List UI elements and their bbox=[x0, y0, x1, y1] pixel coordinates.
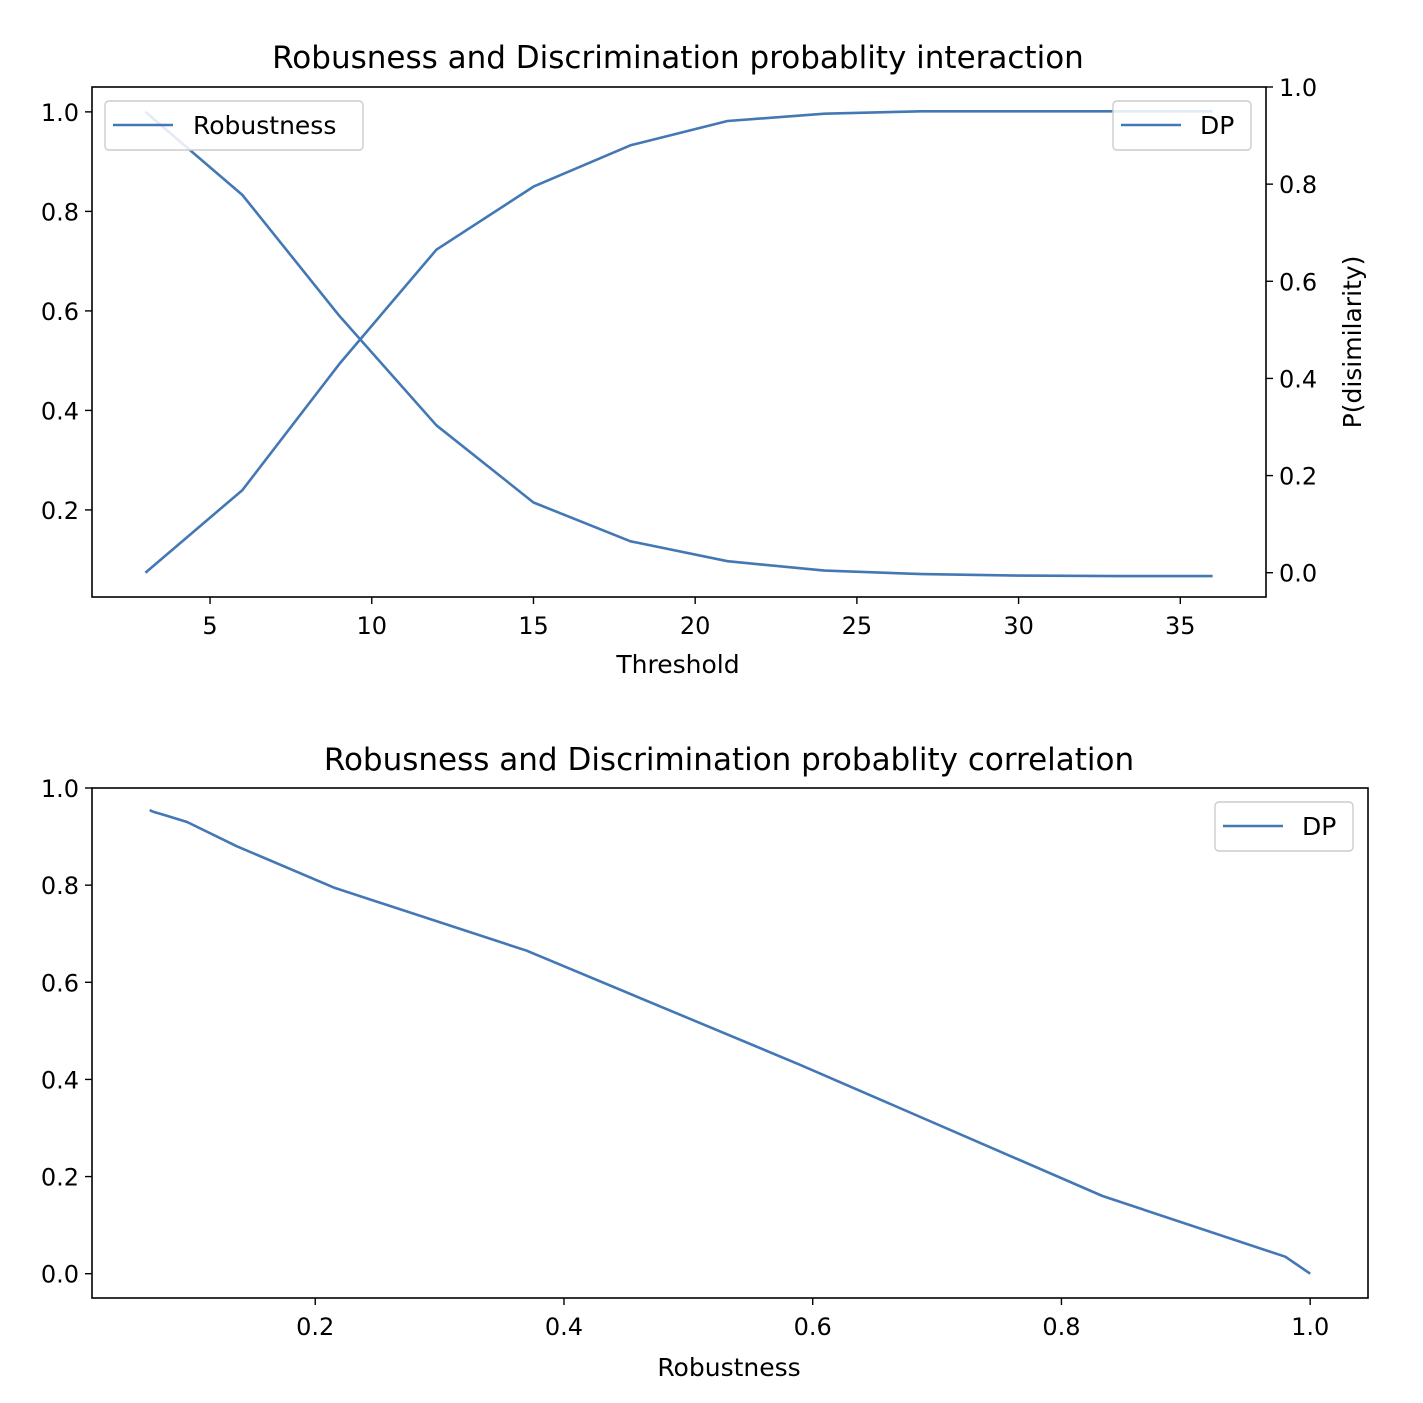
bottom-x-tick-label: 1.0 bbox=[1291, 1313, 1329, 1341]
top-chart: Robusness and Discrimination probablity … bbox=[41, 40, 1367, 679]
top-right-y-axis-label: P(disimilarity) bbox=[1338, 256, 1367, 429]
top-right-y-tick-label: 0.4 bbox=[1279, 365, 1317, 393]
top-legend-left-label: Robustness bbox=[193, 111, 336, 140]
bottom-y-tick-label: 1.0 bbox=[41, 775, 79, 803]
top-y-tick-label: 0.4 bbox=[41, 397, 79, 425]
top-x-tick-label: 10 bbox=[356, 612, 387, 640]
top-x-tick-label: 15 bbox=[518, 612, 549, 640]
bottom-y-tick-label: 0.0 bbox=[41, 1261, 79, 1289]
bottom-y-tick-label: 0.8 bbox=[41, 872, 79, 900]
top-right-y-tick-label: 1.0 bbox=[1279, 74, 1317, 102]
bottom-x-axis-label: Robustness bbox=[657, 1353, 800, 1382]
top-legend-right-box bbox=[1112, 100, 1252, 151]
top-right-y-tick-label: 0.8 bbox=[1279, 171, 1317, 199]
top-legend-left: Robustness bbox=[104, 100, 364, 151]
bottom-x-tick-label: 0.4 bbox=[545, 1313, 583, 1341]
top-y-tick-label: 1.0 bbox=[41, 99, 79, 127]
bottom-y-tick-label: 0.4 bbox=[41, 1066, 79, 1094]
top-plot-frame bbox=[91, 86, 1267, 598]
top-right-y-tick-label: 0.6 bbox=[1279, 268, 1317, 296]
bottom-legend-box bbox=[1214, 801, 1354, 852]
top-x-tick-label: 20 bbox=[680, 612, 711, 640]
top-y-tick-label: 0.6 bbox=[41, 298, 79, 326]
top-series-robustness-line bbox=[144, 110, 1213, 578]
top-plot-area: 5 10 15 20 25 30 35 0.2 0.4 0.6 0.8 1.0 0.0 0.2 0.4 0.6… bbox=[41, 74, 1317, 640]
top-legend-right-label: DP bbox=[1200, 111, 1234, 140]
bottom-plot-frame bbox=[91, 787, 1369, 1299]
bottom-legend: DP bbox=[1214, 801, 1354, 852]
top-x-axis-label: Threshold bbox=[615, 650, 739, 679]
top-x-tick-label: 30 bbox=[1003, 612, 1034, 640]
bottom-x-tick-label: 0.8 bbox=[1042, 1313, 1080, 1341]
top-x-tick-label: 35 bbox=[1165, 612, 1196, 640]
bottom-y-tick-label: 0.6 bbox=[41, 969, 79, 997]
top-right-y-tick-label: 0.0 bbox=[1279, 560, 1317, 588]
bottom-chart: Robusness and Discrimination probablity … bbox=[41, 742, 1369, 1382]
bottom-x-tick-label: 0.6 bbox=[794, 1313, 832, 1341]
bottom-series-dp-line bbox=[149, 808, 1311, 1275]
top-chart-title: Robusness and Discrimination probablity … bbox=[272, 40, 1084, 76]
top-legend-left-box bbox=[104, 100, 364, 151]
top-right-y-tick-label: 0.2 bbox=[1279, 463, 1317, 491]
top-x-tick-label: 5 bbox=[202, 612, 217, 640]
bottom-legend-label: DP bbox=[1302, 812, 1336, 841]
bottom-plot-area: 0.2 0.4 0.6 0.8 1.0 0.0 0.2 0.4 0.6 0.8 1.0 bbox=[41, 775, 1329, 1341]
top-y-tick-label: 0.8 bbox=[41, 198, 79, 226]
top-legend-right: DP bbox=[1112, 100, 1252, 151]
bottom-y-tick-label: 0.2 bbox=[41, 1164, 79, 1192]
bottom-x-tick-label: 0.2 bbox=[296, 1313, 334, 1341]
top-y-tick-label: 0.2 bbox=[41, 497, 79, 525]
bottom-chart-title: Robusness and Discrimination probablity … bbox=[324, 742, 1134, 778]
top-series-dp-line bbox=[144, 110, 1213, 574]
top-x-tick-label: 25 bbox=[842, 612, 873, 640]
